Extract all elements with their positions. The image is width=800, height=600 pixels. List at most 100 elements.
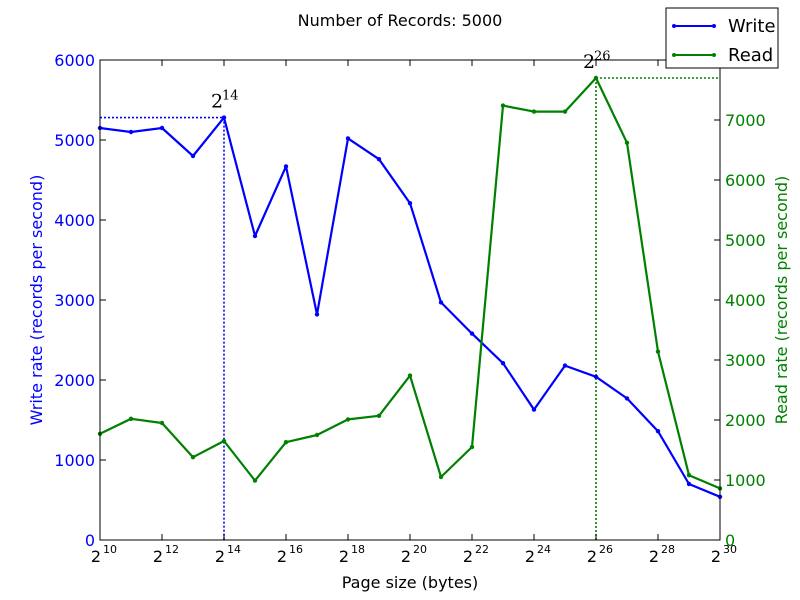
y-axis-right-title: Read rate (records per second) [772,176,791,425]
y-right-tick-label: 2000 [725,411,766,430]
data-point-write [221,115,227,120]
data-point-write [283,164,289,169]
x-tick-label-exp: 16 [289,543,303,556]
y-right-tick-label: 5000 [725,231,766,250]
data-point-read [531,109,537,114]
legend-marker-write [712,24,716,28]
x-tick-label: 2 [711,547,721,566]
x-tick-label: 2 [525,547,535,566]
y-right-tick-label: 3000 [725,351,766,370]
data-point-read [624,140,630,145]
legend: Write Read [665,7,779,69]
data-point-read [128,416,134,421]
y-left-tick-label: 0 [85,531,95,550]
data-point-write [531,407,537,412]
data-point-write [252,233,258,239]
data-point-read [593,75,599,81]
y-axis-left-title: Write rate (records per second) [27,175,46,426]
x-tick-label: 2 [401,547,411,566]
legend-box [665,7,779,69]
x-tick-label-exp: 24 [537,543,551,556]
x-tick-label: 2 [339,547,349,566]
data-point-read [469,444,475,450]
y-left-tick-label: 4000 [54,211,95,230]
y-left-tick-label: 5000 [54,131,95,150]
x-tick-label: 2 [649,547,659,566]
data-point-read [500,103,506,108]
x-tick-label-exp: 26 [599,543,613,556]
data-point-write [438,300,444,305]
y-left-tick-label: 1000 [54,451,95,470]
y-left-tick-label: 2000 [54,371,95,390]
data-point-write [407,201,413,206]
data-point-read [345,417,351,422]
plot-frame [99,59,721,541]
y-left-tick-label: 6000 [54,51,95,70]
data-point-write [314,312,320,317]
x-tick-label-exp: 12 [165,543,179,556]
data-point-write [469,331,475,336]
series-line-read [99,76,721,490]
data-point-write [562,363,568,368]
data-point-write [376,157,382,162]
y-right-tick-label: 6000 [725,171,766,190]
x-axis: 2 10 2 12 2 14 2 16 2 18 2 20 2 22 2 24 2 26 2 28 2 30 [91,60,737,566]
data-point-read [376,413,382,418]
series-line-write [99,116,721,498]
data-point-read [190,455,196,460]
x-axis-title: Page size (bytes) [342,573,479,592]
data-point-read [159,420,165,426]
y-axis-left: 0 1000 2000 3000 4000 5000 6000 [54,51,106,550]
legend-marker-read [712,53,716,57]
plot-marks [97,75,723,540]
x-tick-label-exp: 14 [227,543,241,556]
data-point-read [221,438,227,444]
x-tick-label: 2 [587,547,597,566]
annotation-label-write: 2 [211,91,223,113]
y-right-tick-label: 0 [725,531,735,550]
x-tick-label-exp: 22 [475,543,489,556]
x-tick-label-exp: 20 [413,543,427,556]
y-left-tick-label: 3000 [54,291,95,310]
x-tick-label: 2 [91,547,101,566]
data-point-write [345,136,351,141]
y-right-tick-label: 1000 [725,471,766,490]
legend-marker-write [672,24,676,28]
legend-label-write: Write [728,16,776,37]
y-right-tick-label: 4000 [725,291,766,310]
x-tick-label-exp: 10 [103,543,117,556]
chart-title: Number of Records: 5000 [298,11,503,30]
x-tick-label: 2 [215,547,225,566]
data-point-write [686,481,692,487]
x-tick-label-exp: 30 [723,543,737,556]
legend-label-read: Read [728,45,773,66]
data-point-write [624,396,630,401]
x-tick-label: 2 [463,547,473,566]
data-point-read [407,373,413,378]
y-axis-right: 0 1000 2000 3000 4000 5000 6000 7000 [714,111,766,550]
annotation-label-exp-read: 26 [594,49,611,64]
data-point-read [686,473,692,478]
x-tick-label: 2 [277,547,287,566]
data-point-read [314,432,320,438]
data-point-write [190,153,196,159]
x-tick-label: 2 [153,547,163,566]
legend-marker-read [672,53,676,57]
x-tick-label-exp: 28 [661,543,675,556]
data-point-write [128,129,134,135]
data-point-read [283,440,289,445]
data-point-write [593,374,599,379]
data-point-read [438,474,444,480]
annotation-label-exp-write: 14 [222,89,239,104]
data-point-write [655,429,661,434]
data-point-write [159,125,165,131]
y-right-tick-label: 7000 [725,111,766,130]
data-point-read [252,478,258,483]
x-tick-label-exp: 18 [351,543,365,556]
data-point-read [562,109,568,114]
annotation-label-read: 2 [583,51,595,73]
data-point-read [655,349,661,354]
data-point-write [500,361,506,366]
